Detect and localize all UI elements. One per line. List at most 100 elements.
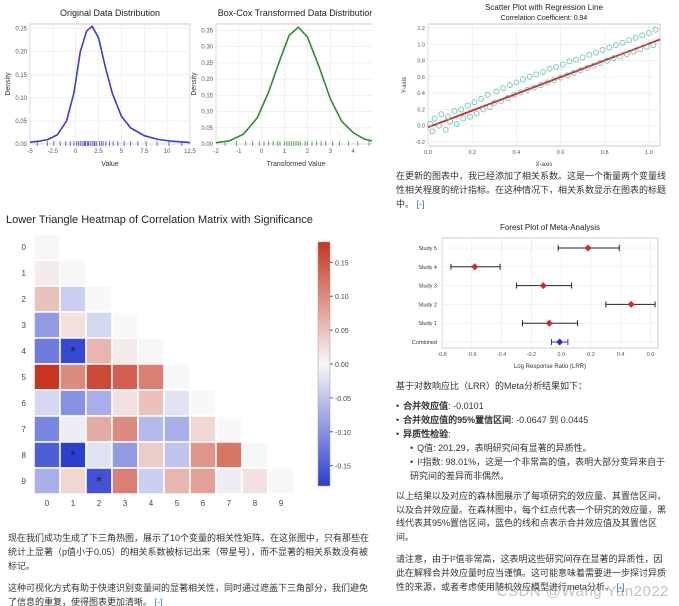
forest-svg: -0.8-0.6-0.4-0.20.00.20.40.6Study 5Study…: [390, 218, 676, 376]
density-svg: -5-2.502.557.51012.50.000.050.100.150.20…: [4, 2, 372, 180]
svg-text:-0.2: -0.2: [416, 140, 425, 146]
svg-text:1.0: 1.0: [417, 42, 425, 48]
svg-text:4: 4: [149, 499, 154, 508]
svg-text:0: 0: [22, 243, 27, 252]
svg-text:-0.4: -0.4: [497, 352, 506, 358]
scatter-svg: 0.00.20.40.60.81.0-0.20.00.20.40.60.81.0…: [390, 0, 676, 168]
svg-text:0: 0: [74, 149, 78, 155]
svg-text:0.8: 0.8: [601, 150, 609, 156]
svg-text:0.20: 0.20: [15, 50, 27, 56]
svg-text:Correlation Coefficient: 0.94: Correlation Coefficient: 0.94: [501, 15, 588, 22]
svg-text:-2.5: -2.5: [48, 149, 59, 155]
svg-text:Density: Density: [191, 72, 198, 96]
svg-text:Study 5: Study 5: [418, 246, 437, 252]
svg-text:2: 2: [306, 149, 310, 155]
svg-text:4: 4: [22, 347, 27, 356]
svg-text:X-axis: X-axis: [536, 162, 553, 168]
svg-text:0.2: 0.2: [468, 150, 476, 156]
svg-text:Original Data Distribution: Original Data Distribution: [60, 8, 160, 18]
svg-text:5: 5: [175, 499, 180, 508]
svg-text:0.6: 0.6: [647, 352, 655, 358]
svg-text:6: 6: [22, 399, 27, 408]
scatter-caption: 在更新的图表中，我已经添加了相关系数。这是一个衡量两个变量线性相关程度的统计指标…: [396, 171, 666, 209]
svg-text:9: 9: [279, 499, 284, 508]
svg-text:-0.05: -0.05: [335, 396, 351, 403]
svg-text:0: 0: [45, 499, 50, 508]
svg-text:0.05: 0.05: [15, 119, 27, 125]
svg-text:Study 3: Study 3: [418, 284, 437, 290]
svg-text:5: 5: [120, 149, 124, 155]
forest-bullet: •合并效应值: -0.0101: [396, 400, 670, 414]
svg-text:Density: Density: [5, 72, 12, 96]
svg-text:0.8: 0.8: [417, 59, 425, 65]
svg-text:Study 4: Study 4: [418, 265, 437, 271]
svg-text:8: 8: [22, 451, 27, 460]
svg-text:4: 4: [351, 149, 355, 155]
svg-text:3: 3: [329, 149, 333, 155]
svg-text:0.00: 0.00: [15, 142, 27, 148]
svg-text:Log Response Ratio (LRR): Log Response Ratio (LRR): [514, 364, 586, 370]
svg-text:7: 7: [22, 425, 27, 434]
forest-bullets: •合并效应值: -0.0101•合并效应值的95%置信区间: -0.0647 到…: [396, 400, 670, 442]
heatmap-svg: 01234567890123456789***0.150.100.050.00-…: [0, 228, 386, 528]
svg-text:0.35: 0.35: [201, 28, 213, 34]
svg-text:0.0: 0.0: [424, 150, 432, 156]
scatter-caption-link[interactable]: [-]: [417, 199, 425, 209]
svg-text:1.0: 1.0: [645, 150, 653, 156]
svg-text:5: 5: [22, 373, 27, 382]
forest-para1: 以上结果以及对应的森林图展示了每项研究的效应量、其置信区间，以及合并效应量。在森…: [396, 490, 670, 546]
svg-text:-0.8: -0.8: [437, 352, 446, 358]
svg-text:0.0: 0.0: [557, 352, 565, 358]
svg-text:1: 1: [22, 269, 27, 278]
svg-text:2: 2: [22, 295, 27, 304]
heatmap-para-link[interactable]: [-]: [155, 597, 163, 606]
svg-text:Scatter Plot with Regression L: Scatter Plot with Regression Line: [485, 3, 603, 12]
svg-text:1: 1: [283, 149, 287, 155]
forest-bullet: •异质性检验:: [396, 428, 670, 442]
svg-text:2: 2: [97, 499, 102, 508]
svg-text:0.10: 0.10: [335, 294, 349, 301]
heatmap-panel: Lower Triangle Heatmap of Correlation Ma…: [0, 210, 386, 606]
svg-text:1.2: 1.2: [417, 26, 425, 32]
svg-text:3: 3: [22, 321, 27, 330]
svg-text:0.20: 0.20: [201, 77, 213, 83]
svg-text:7: 7: [227, 499, 232, 508]
forest-subbullet: •I²指数: 98.01%，这是一个非常高的值，表明大部分变异来自于研究间的差异…: [410, 456, 670, 484]
svg-text:6: 6: [201, 499, 206, 508]
svg-text:Study 1: Study 1: [418, 321, 437, 327]
svg-text:7.5: 7.5: [140, 149, 149, 155]
forest-para-link[interactable]: [-]: [617, 582, 625, 592]
forest-para2: 请注意，由于I²值非常高，这表明这些研究间存在显著的异质性，因此在解释合并效应量…: [396, 554, 666, 592]
svg-text:0.10: 0.10: [15, 96, 27, 102]
svg-text:*: *: [70, 343, 76, 359]
heatmap-title: Lower Triangle Heatmap of Correlation Ma…: [0, 210, 386, 228]
svg-text:-0.2: -0.2: [527, 352, 536, 358]
svg-text:Y-axis: Y-axis: [402, 77, 408, 93]
svg-text:-1: -1: [236, 149, 242, 155]
svg-text:0.6: 0.6: [557, 150, 565, 156]
scatter-panel: 0.00.20.40.60.81.0-0.20.00.20.40.60.81.0…: [390, 0, 676, 210]
svg-text:8: 8: [253, 499, 258, 508]
svg-text:0.25: 0.25: [201, 61, 213, 67]
svg-text:0.2: 0.2: [417, 107, 425, 113]
svg-text:0.05: 0.05: [335, 328, 349, 335]
svg-text:-0.10: -0.10: [335, 430, 351, 437]
heatmap-para1: 现在我们成功生成了下三角热图，展示了10个变量的相关性矩阵。在这张图中，只有那些…: [8, 532, 376, 574]
svg-text:0.15: 0.15: [15, 73, 27, 79]
svg-text:-0.15: -0.15: [335, 464, 351, 471]
svg-text:Value: Value: [101, 161, 118, 168]
forest-panel: -0.8-0.6-0.4-0.20.00.20.40.6Study 5Study…: [390, 218, 676, 604]
svg-text:12.5: 12.5: [184, 149, 196, 155]
heatmap-para2: 这种可视化方式有助于快速识别变量间的显著相关性，同时通过遮盖下三角部分，我们避免…: [8, 583, 368, 606]
svg-text:Transformed Value: Transformed Value: [267, 161, 326, 168]
svg-text:0.05: 0.05: [201, 126, 213, 132]
svg-text:Box-Cox Transformed Data Distr: Box-Cox Transformed Data Distribution: [218, 8, 372, 18]
forest-subbullets: •Q值: 201.29，表明研究间有显著的异质性。•I²指数: 98.01%，这…: [396, 442, 670, 484]
svg-text:9: 9: [22, 477, 27, 486]
svg-text:3: 3: [123, 499, 128, 508]
density-panel: -5-2.502.557.51012.50.000.050.100.150.20…: [4, 2, 372, 180]
svg-text:0.25: 0.25: [15, 27, 27, 33]
svg-text:0.0: 0.0: [417, 124, 425, 130]
svg-text:Study 2: Study 2: [418, 302, 437, 308]
svg-text:*: *: [70, 447, 76, 463]
